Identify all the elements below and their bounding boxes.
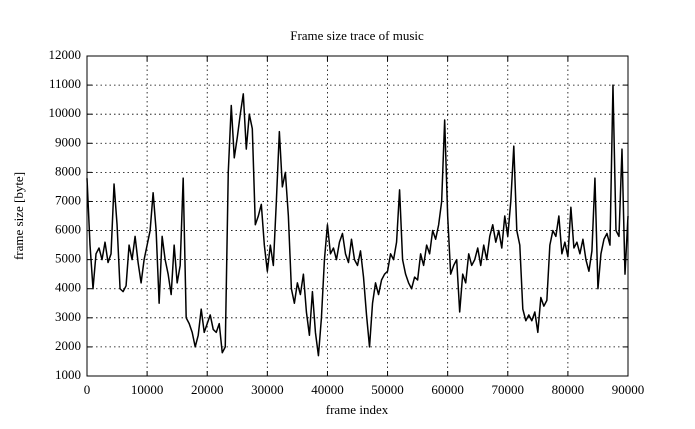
y-tick-label: 5000 [55, 251, 81, 266]
x-tick-label: 80000 [552, 382, 585, 397]
chart-title: Frame size trace of music [290, 28, 424, 43]
y-tick-label: 1000 [55, 367, 81, 382]
y-axis-label: frame size [byte] [11, 172, 26, 260]
y-tick-label: 11000 [49, 76, 81, 91]
y-tick-label: 8000 [55, 163, 81, 178]
y-tick-label: 7000 [55, 192, 81, 207]
y-tick-label: 10000 [49, 105, 82, 120]
y-tick-label: 12000 [49, 47, 82, 62]
plot-frame [86, 55, 629, 377]
x-tick-label: 10000 [131, 382, 164, 397]
x-tick-label: 70000 [492, 382, 525, 397]
x-tick-label: 30000 [251, 382, 284, 397]
data-line [86, 84, 629, 357]
x-tick-label: 50000 [371, 382, 404, 397]
x-tick-label: 60000 [431, 382, 464, 397]
y-tick-label: 9000 [55, 134, 81, 149]
y-tick-label: 3000 [55, 309, 81, 324]
x-tick-label: 0 [84, 382, 91, 397]
x-axis-label: frame index [326, 402, 389, 417]
x-tick-label: 40000 [311, 382, 344, 397]
x-tick-label: 20000 [191, 382, 224, 397]
y-tick-label: 2000 [55, 338, 81, 353]
y-tick-label: 4000 [55, 280, 81, 295]
y-tick-label: 6000 [55, 222, 81, 237]
x-tick-label: 90000 [612, 382, 645, 397]
